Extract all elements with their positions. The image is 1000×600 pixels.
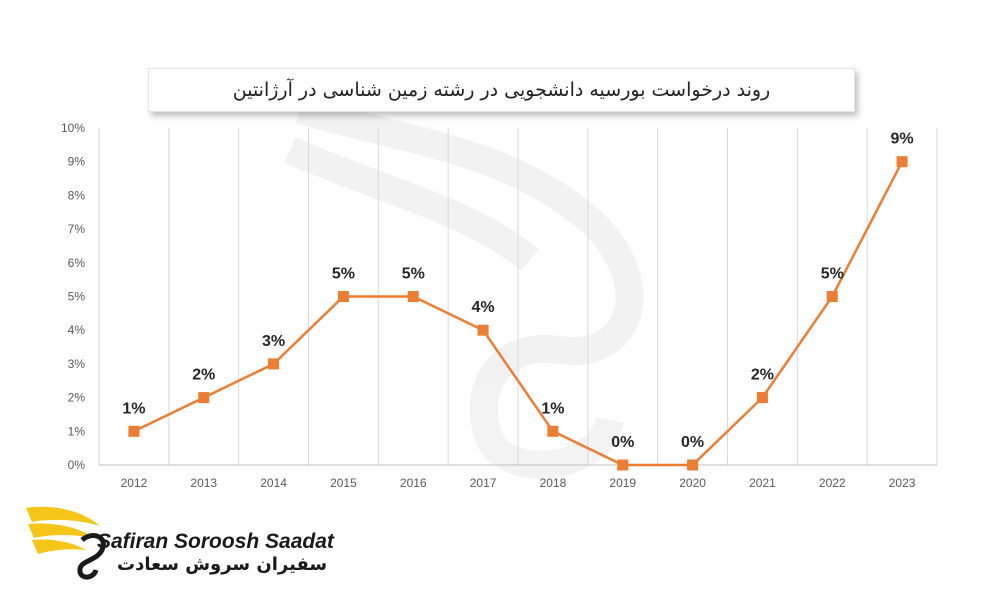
y-tick-label: 10% [61, 121, 85, 135]
chart-title-box: روند درخواست بورسیه دانشجویی در رشته زمی… [148, 68, 855, 112]
logo-text-fa: سفیران سروش سعادت [117, 554, 328, 575]
bird-logo-icon [26, 506, 106, 580]
x-axis: 2012 2013 2014 2015 2016 2017 2018 2019 2020 2021… [121, 476, 916, 490]
x-tick-label: 2013 [190, 476, 217, 490]
y-tick-label: 1% [68, 424, 86, 438]
data-point-marker [198, 392, 210, 404]
data-point-marker [407, 291, 419, 302]
data-label: 2% [192, 367, 215, 384]
data-point-marker [547, 425, 559, 437]
data-point-marker [477, 324, 489, 336]
data-label: 1% [541, 400, 564, 417]
data-label: 9% [891, 131, 914, 148]
data-label: 5% [821, 266, 844, 283]
y-axis: 0% 1% 2% 3% 4% 5% 6% 7% 8% 9% 10% [61, 121, 85, 472]
data-label: 2% [751, 367, 774, 384]
data-point-marker [617, 459, 629, 471]
x-tick-label: 2020 [679, 476, 706, 490]
x-tick-label: 2015 [330, 476, 357, 490]
y-tick-label: 6% [68, 256, 86, 270]
x-tick-label: 2021 [749, 476, 776, 490]
data-point-marker [896, 156, 908, 168]
data-point-marker [128, 425, 140, 437]
data-label: 3% [262, 333, 285, 350]
y-tick-label: 8% [68, 188, 86, 202]
x-tick-label: 2022 [819, 476, 846, 490]
y-tick-label: 5% [68, 290, 86, 304]
x-tick-label: 2019 [609, 476, 636, 490]
watermark [284, 96, 644, 479]
series-line [128, 156, 908, 471]
y-tick-label: 7% [68, 222, 86, 236]
x-tick-label: 2018 [540, 476, 567, 490]
data-point-marker [756, 392, 768, 404]
chart-title: روند درخواست بورسیه دانشجویی در رشته زمی… [232, 79, 771, 101]
brand-logo: Safiran Soroosh Saadat سفیران سروش سعادت [22, 500, 334, 580]
y-tick-label: 3% [68, 357, 86, 371]
data-label: 0% [611, 434, 634, 451]
data-labels: 1% 2% 3% 5% 5% 4% 1% 0% 0% 2% 5% 9% [122, 131, 913, 451]
data-point-marker [337, 291, 349, 302]
data-point-marker [268, 358, 280, 370]
data-label: 0% [681, 434, 704, 451]
grid-lines [98, 128, 938, 466]
x-tick-label: 2023 [889, 476, 916, 490]
data-label: 5% [332, 266, 355, 283]
x-tick-label: 2012 [121, 476, 148, 490]
data-label: 4% [472, 299, 495, 316]
data-point-marker [687, 459, 699, 471]
data-point-marker [826, 291, 838, 302]
y-tick-label: 0% [68, 458, 86, 472]
logo-text-en: Safiran Soroosh Saadat [97, 530, 334, 553]
wing-icon [26, 506, 100, 526]
data-label: 1% [122, 400, 145, 417]
x-tick-label: 2017 [470, 476, 497, 490]
x-tick-label: 2016 [400, 476, 427, 490]
y-tick-label: 4% [68, 323, 86, 337]
series-line-path [133, 161, 904, 467]
x-tick-label: 2014 [260, 476, 287, 490]
y-tick-label: 9% [68, 155, 86, 169]
y-tick-label: 2% [68, 391, 86, 405]
data-label: 5% [402, 266, 425, 283]
